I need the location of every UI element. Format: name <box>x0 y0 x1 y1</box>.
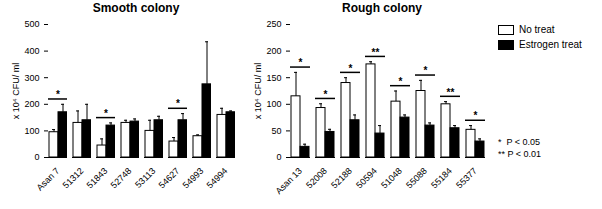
svg-text:*: * <box>299 57 303 68</box>
svg-text:51312: 51312 <box>61 166 86 191</box>
svg-text:52748: 52748 <box>109 166 134 191</box>
svg-text:*: * <box>399 76 403 87</box>
svg-text:50: 50 <box>271 126 281 136</box>
svg-text:54993: 54993 <box>181 166 206 191</box>
svg-text:**: ** <box>447 87 455 98</box>
svg-text:*: * <box>349 63 353 74</box>
svg-text:51843: 51843 <box>85 166 110 191</box>
svg-text:55088: 55088 <box>404 166 429 191</box>
svg-text:54994: 54994 <box>205 166 230 191</box>
svg-text:*: * <box>324 89 328 100</box>
svg-text:50594: 50594 <box>354 166 379 191</box>
html-text:Rough colony: Rough colony <box>342 1 422 15</box>
html-text:Smooth colony: Smooth colony <box>92 1 180 15</box>
svg-text:54627: 54627 <box>157 166 182 191</box>
svg-text:*: * <box>104 108 108 119</box>
svg-text:400: 400 <box>24 46 39 56</box>
svg-text:Asan 7: Asan 7 <box>35 166 62 193</box>
html-text:* P < 0.05: * P < 0.05 <box>498 137 541 147</box>
svg-text:200: 200 <box>24 99 39 109</box>
svg-text:53113: 53113 <box>133 166 157 190</box>
svg-text:55184: 55184 <box>429 166 454 191</box>
svg-text:Asan 13: Asan 13 <box>274 166 304 196</box>
svg-text:**: ** <box>372 47 380 58</box>
svg-text:*: * <box>56 89 60 100</box>
svg-text:200: 200 <box>266 46 281 56</box>
svg-text:250: 250 <box>266 19 281 29</box>
svg-text:100: 100 <box>266 99 281 109</box>
svg-text:0: 0 <box>34 152 39 162</box>
html-text:No treat: No treat <box>519 24 555 35</box>
svg-text:52008: 52008 <box>304 166 329 191</box>
svg-text:52188: 52188 <box>329 166 354 191</box>
svg-text:51048: 51048 <box>379 166 404 191</box>
svg-text:*: * <box>474 110 478 121</box>
svg-text:100: 100 <box>24 126 39 136</box>
svg-text:300: 300 <box>24 73 39 83</box>
svg-text:x 10⁴ CFU/ ml: x 10⁴ CFU/ ml <box>11 63 21 119</box>
svg-text:55377: 55377 <box>454 166 479 191</box>
svg-text:500: 500 <box>24 19 39 29</box>
svg-text:150: 150 <box>266 73 281 83</box>
svg-text:x 10⁴ CFU/ ml: x 10⁴ CFU/ ml <box>253 63 263 119</box>
html-text:Estrogen treat: Estrogen treat <box>519 39 582 50</box>
svg-text:*: * <box>176 98 180 109</box>
svg-text:*: * <box>424 65 428 76</box>
html-text:** P < 0.01: ** P < 0.01 <box>498 149 542 159</box>
svg-text:0: 0 <box>276 152 281 162</box>
